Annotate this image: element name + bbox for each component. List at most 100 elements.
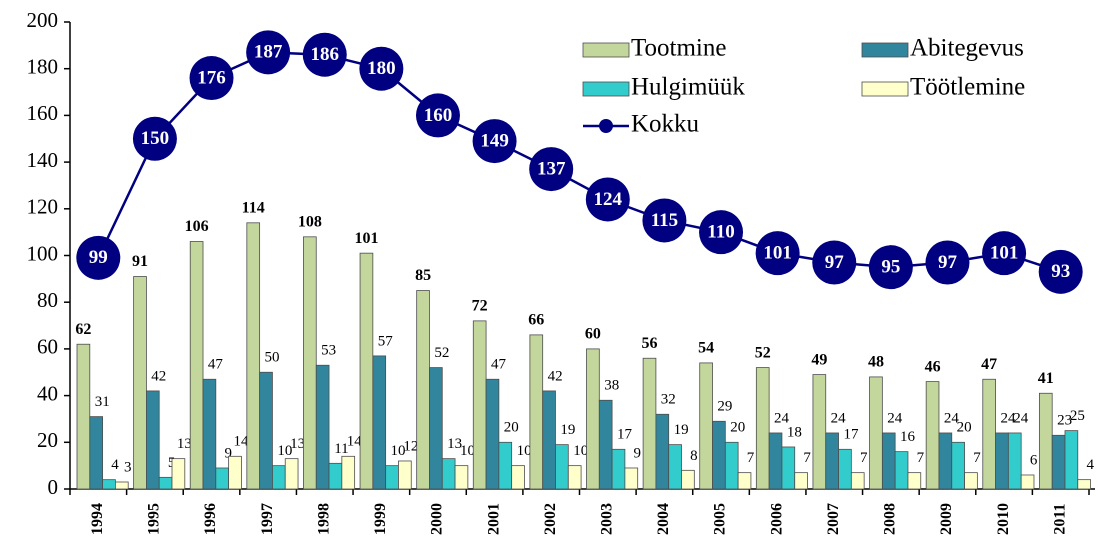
bar-value-label: 7	[860, 450, 868, 466]
bar	[189, 241, 204, 490]
bar	[925, 381, 940, 490]
bar	[838, 448, 852, 490]
x-tick-label: 2003	[598, 503, 615, 535]
legend-swatch	[861, 42, 909, 58]
x-tick-label: 1999	[372, 503, 389, 535]
line-value-label: 97	[825, 252, 845, 273]
bar-value-label: 10	[573, 443, 588, 459]
bar	[498, 441, 513, 490]
bar	[341, 455, 356, 490]
bar-value-label: 24	[887, 410, 903, 426]
bar-value-label: 7	[973, 450, 981, 466]
line-marker	[642, 198, 687, 243]
bar	[869, 376, 883, 490]
bar-value-label: 108	[298, 213, 322, 230]
bar-value-label: 101	[354, 230, 378, 247]
bar-value-label: 20	[730, 420, 745, 436]
x-tick-label: 2010	[995, 503, 1012, 535]
y-tick-label: 80	[37, 288, 58, 312]
bar	[272, 465, 286, 490]
line-value-label: 115	[651, 210, 678, 231]
line-value-label: 101	[990, 243, 1019, 264]
bar	[284, 458, 299, 490]
bar	[472, 320, 487, 490]
bar	[511, 465, 525, 490]
line-value-label: 101	[763, 243, 792, 264]
bar	[567, 465, 582, 490]
bar-value-label: 50	[265, 350, 280, 366]
y-tick-label: 140	[27, 148, 59, 172]
y-tick-label: 160	[27, 101, 59, 125]
bar-value-label: 49	[811, 351, 827, 368]
bar	[894, 451, 909, 490]
line-value-label: 160	[424, 105, 453, 126]
line-marker	[189, 56, 234, 101]
bar-value-label: 12	[403, 438, 418, 454]
bar-value-label: 114	[242, 199, 265, 216]
bar-value-label: 9	[224, 445, 232, 461]
bar	[303, 236, 317, 490]
bar	[529, 334, 544, 490]
bar-value-label: 10	[277, 443, 292, 459]
bar-value-label: 66	[528, 312, 544, 329]
line-value-label: 186	[311, 44, 340, 65]
bar-value-label: 41	[1038, 370, 1054, 387]
bar-value-label: 29	[717, 399, 732, 415]
y-tick-label: 200	[27, 8, 59, 32]
bar	[938, 432, 953, 490]
bar	[668, 444, 682, 490]
bar	[542, 390, 556, 490]
bar-value-label: 7	[917, 450, 925, 466]
bar-value-label: 20	[504, 420, 519, 436]
line-marker	[76, 235, 121, 280]
bar	[146, 390, 160, 490]
bar-value-label: 4	[1086, 457, 1094, 473]
line-marker	[529, 147, 574, 192]
x-tick-label: 1998	[315, 503, 332, 535]
bar-value-label: 47	[981, 356, 997, 373]
bar-value-label: 62	[75, 321, 91, 338]
x-tick-label: 2005	[712, 503, 729, 535]
bar-value-label: 52	[434, 345, 449, 361]
bar	[102, 479, 116, 490]
bar-value-label: 24	[774, 410, 790, 426]
bar	[1007, 432, 1022, 490]
bar	[441, 458, 456, 490]
line-value-label: 149	[480, 130, 509, 151]
x-tick-label: 2008	[882, 503, 899, 535]
bar	[454, 465, 469, 490]
bar-value-label: 14	[234, 434, 250, 450]
bar-value-label: 17	[843, 427, 859, 443]
x-tick-label: 2001	[485, 503, 502, 535]
line-marker	[812, 240, 857, 285]
bar-value-label: 47	[491, 357, 507, 373]
line-marker	[132, 116, 177, 161]
y-tick-label: 100	[27, 241, 59, 265]
bar	[328, 462, 343, 490]
line-value-label: 99	[89, 247, 108, 268]
bar	[681, 469, 695, 490]
bar-value-label: 11	[334, 441, 348, 457]
bar	[215, 467, 230, 490]
line-value-label: 97	[938, 252, 958, 273]
bar-value-label: 7	[803, 450, 811, 466]
bar	[158, 476, 173, 490]
x-tick-label: 2002	[542, 503, 559, 535]
line-marker	[699, 210, 744, 255]
bar-value-label: 23	[1057, 413, 1072, 429]
bar-value-label: 8	[690, 448, 698, 464]
y-tick-label: 180	[27, 55, 59, 79]
bar	[485, 378, 500, 490]
bar	[995, 432, 1009, 490]
bar-value-label: 56	[642, 335, 658, 352]
line-marker	[246, 30, 291, 75]
y-tick-label: 120	[27, 195, 59, 219]
bar-value-label: 16	[900, 429, 916, 445]
line-marker	[1038, 249, 1083, 294]
bar	[1077, 479, 1091, 490]
bar	[586, 348, 600, 490]
bar-value-label: 17	[617, 427, 633, 443]
line-value-label: 110	[707, 222, 734, 243]
bar-value-label: 31	[95, 394, 110, 410]
bar	[416, 290, 430, 490]
